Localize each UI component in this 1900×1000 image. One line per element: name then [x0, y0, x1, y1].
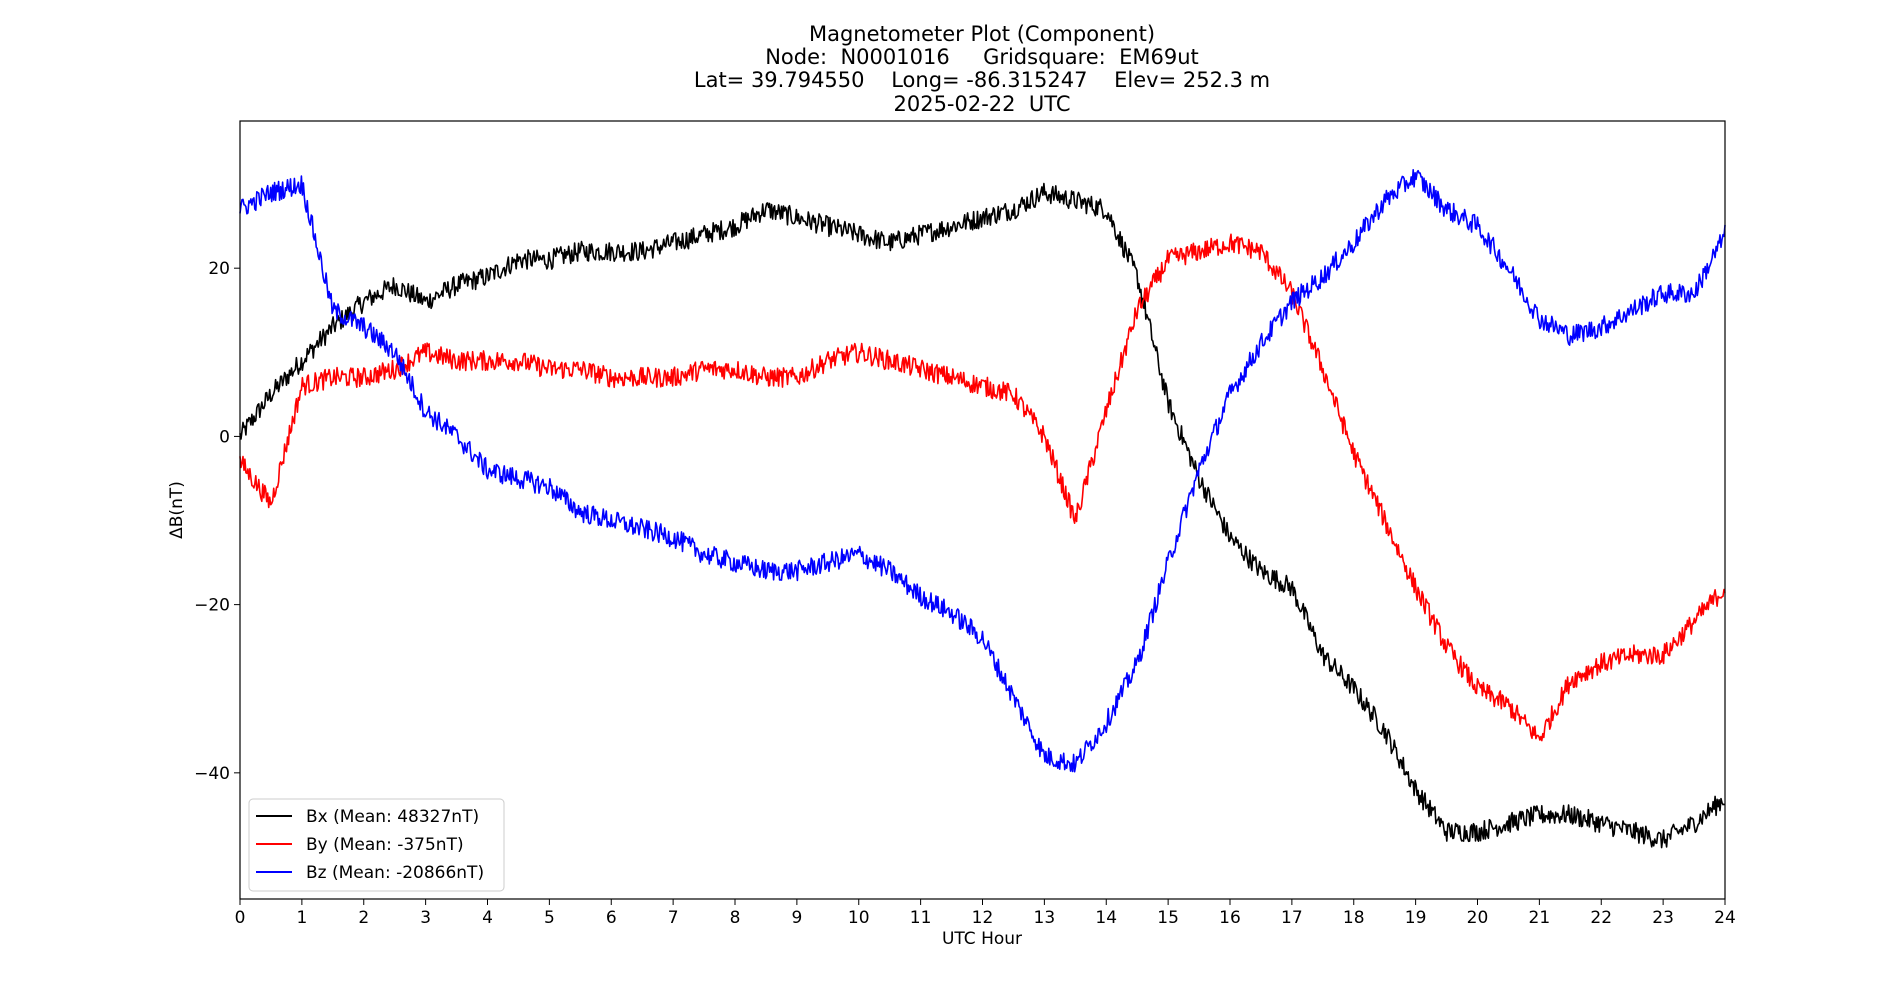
series-layer [239, 169, 1726, 849]
x-tick-label: 0 [235, 908, 246, 928]
title-line-1: Magnetometer Plot (Component) [809, 22, 1155, 46]
x-tick-label: 14 [1095, 908, 1117, 928]
x-tick-label: 23 [1652, 908, 1674, 928]
y-axis-label: ΔB(nT) [167, 481, 187, 539]
x-tick-label: 11 [910, 908, 932, 928]
x-tick-label: 1 [296, 908, 307, 928]
legend-label: By (Mean: -375nT) [306, 835, 464, 855]
x-tick-label: 21 [1529, 908, 1551, 928]
x-tick-label: 12 [972, 908, 994, 928]
legend-label: Bx (Mean: 48327nT) [306, 807, 479, 827]
x-tick-label: 15 [1157, 908, 1179, 928]
legend-label: Bz (Mean: -20866nT) [306, 863, 484, 883]
series-line-by [239, 233, 1726, 742]
y-tick-label: −20 [194, 596, 230, 616]
x-tick-label: 22 [1590, 908, 1612, 928]
x-tick-label: 20 [1467, 908, 1489, 928]
plot-area-frame [239, 120, 1726, 900]
legend-item-bx: Bx (Mean: 48327nT) [256, 807, 479, 827]
x-tick-label: 6 [606, 908, 617, 928]
x-tick-label: 8 [730, 908, 741, 928]
x-tick-label: 24 [1714, 908, 1736, 928]
title-line-3: Lat= 39.794550 Long= -86.315247 Elev= 25… [694, 68, 1270, 92]
title-line-2: Node: N0001016 Gridsquare: EM69ut [765, 45, 1199, 69]
chart-title: Magnetometer Plot (Component) Node: N000… [694, 22, 1270, 116]
x-tick-label: 2 [358, 908, 369, 928]
x-tick-label: 10 [848, 908, 870, 928]
y-tick-label: −40 [194, 764, 230, 784]
y-axis-ticks: 20 0 −20 −40 [194, 259, 240, 784]
x-tick-label: 7 [668, 908, 679, 928]
series-line-bx [239, 182, 1726, 849]
x-axis-ticks: 0 1 2 3 4 5 6 7 8 9 10 11 12 13 14 15 16 17 18 19 20 21 22 23 24 [235, 899, 1736, 928]
x-tick-label: 16 [1219, 908, 1241, 928]
series-line-bz [239, 169, 1726, 773]
x-tick-label: 17 [1281, 908, 1303, 928]
x-tick-label: 4 [482, 908, 493, 928]
x-axis-label: UTC Hour [942, 929, 1022, 949]
y-tick-label: 20 [208, 259, 230, 279]
title-line-4: 2025-02-22 UTC [893, 92, 1070, 116]
x-tick-label: 18 [1343, 908, 1365, 928]
x-tick-label: 19 [1405, 908, 1427, 928]
legend-item-bz: Bz (Mean: -20866nT) [256, 863, 484, 883]
y-tick-label: 0 [219, 427, 230, 447]
x-tick-label: 3 [420, 908, 431, 928]
x-tick-label: 13 [1034, 908, 1056, 928]
legend-item-by: By (Mean: -375nT) [256, 835, 464, 855]
legend: Bx (Mean: 48327nT) By (Mean: -375nT) Bz (M… [248, 798, 505, 892]
x-tick-label: 9 [791, 908, 802, 928]
x-tick-label: 5 [544, 908, 555, 928]
legend-box [248, 798, 505, 892]
